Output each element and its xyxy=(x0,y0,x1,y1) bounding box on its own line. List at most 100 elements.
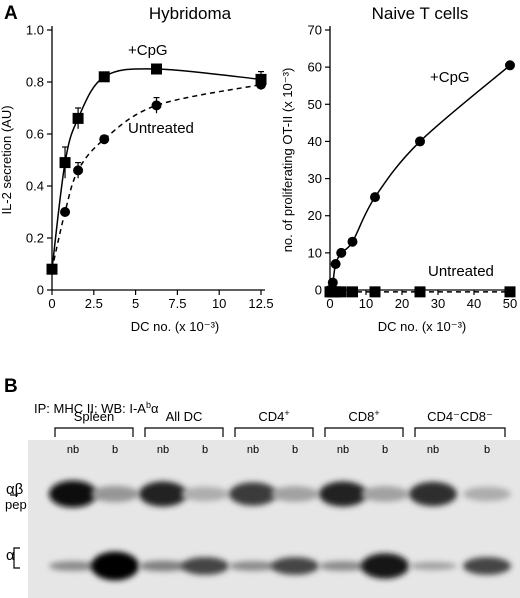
series-line-1 xyxy=(329,64,511,291)
x-tick-label: 30 xyxy=(431,296,445,311)
x-tick-label: 7.5 xyxy=(168,296,186,311)
x-tick-label: 2.5 xyxy=(85,296,103,311)
y-tick-label: 0.4 xyxy=(26,179,44,194)
data-point-circle xyxy=(370,192,380,203)
lane-label: nb xyxy=(157,444,169,456)
band-ab-greek: αβ xyxy=(6,481,24,498)
y-tick-label: 0 xyxy=(315,283,322,298)
heading-sup: b xyxy=(146,400,151,410)
band-alpha-beta-pep xyxy=(361,486,409,502)
lane-group-name: CD4 xyxy=(258,409,284,424)
heading-alpha: α xyxy=(151,401,159,416)
chart-hybridoma: Hybridoma DC no. (x 10⁻³) IL-2 secretion… xyxy=(0,4,274,334)
lane-group-label: All DC xyxy=(166,409,203,424)
panel-b-letter: B xyxy=(4,376,18,397)
band-alpha-beta-pep xyxy=(139,481,187,507)
data-point-circle xyxy=(151,100,162,111)
y-tick-label: 30 xyxy=(308,171,322,186)
data-point-circle xyxy=(99,134,110,145)
band-alpha-beta-pep xyxy=(49,480,97,508)
lane-group-bracket xyxy=(324,427,404,437)
data-point-square xyxy=(347,286,358,298)
x-tick-label: 40 xyxy=(467,296,481,311)
western-blot xyxy=(49,480,511,581)
y-tick-label: 0.8 xyxy=(26,75,44,90)
y-tick-label: 40 xyxy=(308,134,322,149)
lane-group-label: CD4⁻CD8⁻ xyxy=(427,409,493,424)
blot-labels: Spleen All DC CD4+ CD8+ CD4⁻CD8⁻nb b nb b nb b nb b… xyxy=(54,408,506,456)
x-tick-label: 0 xyxy=(326,296,333,311)
lane-group-label: CD8+ xyxy=(348,408,379,424)
data-point-square xyxy=(335,286,347,298)
y-tick-label: 0 xyxy=(37,283,44,298)
lane-group-sup: + xyxy=(284,408,289,418)
x-tick-label: 10 xyxy=(359,296,373,311)
band-a-label: α xyxy=(6,547,15,564)
band-alpha-beta-pep xyxy=(181,486,229,502)
lane-group-bracket xyxy=(144,427,224,437)
series-line-1 xyxy=(51,68,262,270)
y-tick-label: 20 xyxy=(308,208,322,223)
band-alpha xyxy=(91,551,139,581)
lane-group-bracket xyxy=(234,427,314,437)
lane-label: nb xyxy=(67,444,79,456)
data-point-circle xyxy=(47,264,57,275)
band-alpha xyxy=(463,557,511,575)
lane-group-bracket xyxy=(414,427,506,437)
x-tick-label: 12.5 xyxy=(248,296,273,311)
lane-group-bracket xyxy=(54,427,134,437)
data-point-square xyxy=(504,286,516,298)
chart2-title: Naive T cells xyxy=(372,4,469,23)
y-tick-label: 1.0 xyxy=(26,23,44,38)
y-tick-label: 60 xyxy=(308,60,322,75)
lane-label: nb xyxy=(247,444,259,456)
lane-group-label: Spleen xyxy=(74,409,114,424)
chart1-ylabel: IL-2 secretion (AU) xyxy=(0,105,14,214)
heading-prefix: IP: MHC II; WB: I-A xyxy=(34,401,146,416)
band-alpha xyxy=(229,561,277,571)
band-ab-sub: pep xyxy=(5,497,27,512)
lane-label: b xyxy=(292,444,298,456)
band-alpha xyxy=(409,561,457,571)
x-tick-label: 5 xyxy=(132,296,139,311)
band-alpha xyxy=(139,560,187,572)
chart1-title: Hybridoma xyxy=(149,4,232,23)
data-point-circle xyxy=(347,236,358,247)
data-point-square xyxy=(330,286,342,298)
band-alpha-beta-pep xyxy=(91,485,139,503)
chart2-annotation-cpg: +CpG xyxy=(430,69,470,86)
lane-group-name: Spleen xyxy=(74,409,114,424)
data-point-circle xyxy=(256,79,266,90)
band-alpha xyxy=(361,553,409,579)
data-point-circle xyxy=(73,165,84,176)
lane-group-sup: + xyxy=(374,408,379,418)
y-tick-label: 0.2 xyxy=(26,231,44,246)
band-alpha-beta-pep xyxy=(271,486,319,502)
lane-label: b xyxy=(484,444,490,456)
chart-naive-t-cells: Naive T cells DC no. (x 10⁻³) no. of pro… xyxy=(280,4,517,334)
x-tick-label: 50 xyxy=(503,296,517,311)
band-a-bracket xyxy=(13,547,20,569)
data-point-circle xyxy=(336,247,347,258)
lane-label: b xyxy=(382,444,388,456)
lane-label: nb xyxy=(427,444,439,456)
band-alpha-beta-pep xyxy=(409,481,457,507)
data-point-circle xyxy=(505,60,515,71)
x-tick-label: 20 xyxy=(395,296,409,311)
x-tick-label: 0 xyxy=(48,296,55,311)
y-tick-label: 50 xyxy=(308,97,322,112)
y-tick-label: 70 xyxy=(308,23,322,38)
lane-label: b xyxy=(112,444,118,456)
lane-group-name: All DC xyxy=(166,409,203,424)
data-point-square xyxy=(72,112,84,124)
data-point-square xyxy=(151,63,162,75)
chart2-annotation-untreated: Untreated xyxy=(428,263,494,280)
chart2-xlabel: DC no. (x 10⁻³) xyxy=(378,319,467,334)
lane-label: b xyxy=(202,444,208,456)
y-tick-label: 0.6 xyxy=(26,127,44,142)
band-alpha-beta-pep xyxy=(319,481,367,507)
band-alpha-beta-pep xyxy=(229,482,277,506)
band-ab-label: αβ xyxy=(6,481,24,498)
band-alpha xyxy=(181,557,229,575)
